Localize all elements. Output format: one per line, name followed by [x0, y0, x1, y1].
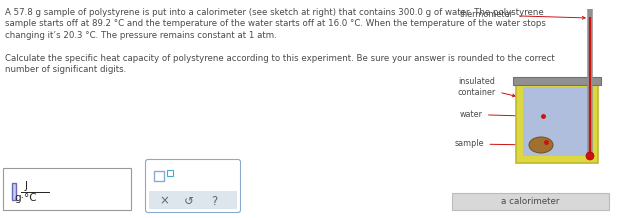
Bar: [154, 171, 164, 181]
Text: ×: ×: [159, 194, 169, 208]
Bar: [523, 87, 591, 156]
Text: thermometer: thermometer: [460, 10, 585, 19]
Ellipse shape: [529, 137, 553, 153]
Text: changing it’s 20.3 °C. The pressure remains constant at 1 atm.: changing it’s 20.3 °C. The pressure rema…: [5, 31, 277, 40]
Text: number of significant digits.: number of significant digits.: [5, 65, 126, 75]
Bar: [516, 85, 598, 163]
Text: J: J: [24, 181, 27, 191]
Text: sample: sample: [455, 140, 534, 148]
Circle shape: [586, 152, 594, 160]
Bar: [452, 193, 609, 210]
Text: sample starts off at 89.2 °C and the temperature of the water starts off at 16.0: sample starts off at 89.2 °C and the tem…: [5, 19, 546, 29]
FancyBboxPatch shape: [145, 160, 240, 213]
Text: a calorimeter: a calorimeter: [501, 197, 560, 206]
Text: A 57.8 g sample of polystyrene is put into a calorimeter (see sketch at right) t: A 57.8 g sample of polystyrene is put in…: [5, 8, 544, 17]
Text: water: water: [460, 110, 539, 119]
Bar: [149, 191, 237, 209]
Bar: [167, 170, 173, 176]
Text: ↺: ↺: [184, 194, 194, 208]
Bar: [513, 77, 601, 85]
Text: Calculate the specific heat capacity of polystyrene according to this experiment: Calculate the specific heat capacity of …: [5, 54, 555, 63]
FancyBboxPatch shape: [3, 168, 131, 210]
Text: ?: ?: [211, 194, 217, 208]
FancyBboxPatch shape: [12, 183, 16, 200]
Text: insulated
container: insulated container: [458, 77, 515, 97]
Text: g·°C: g·°C: [15, 192, 37, 203]
